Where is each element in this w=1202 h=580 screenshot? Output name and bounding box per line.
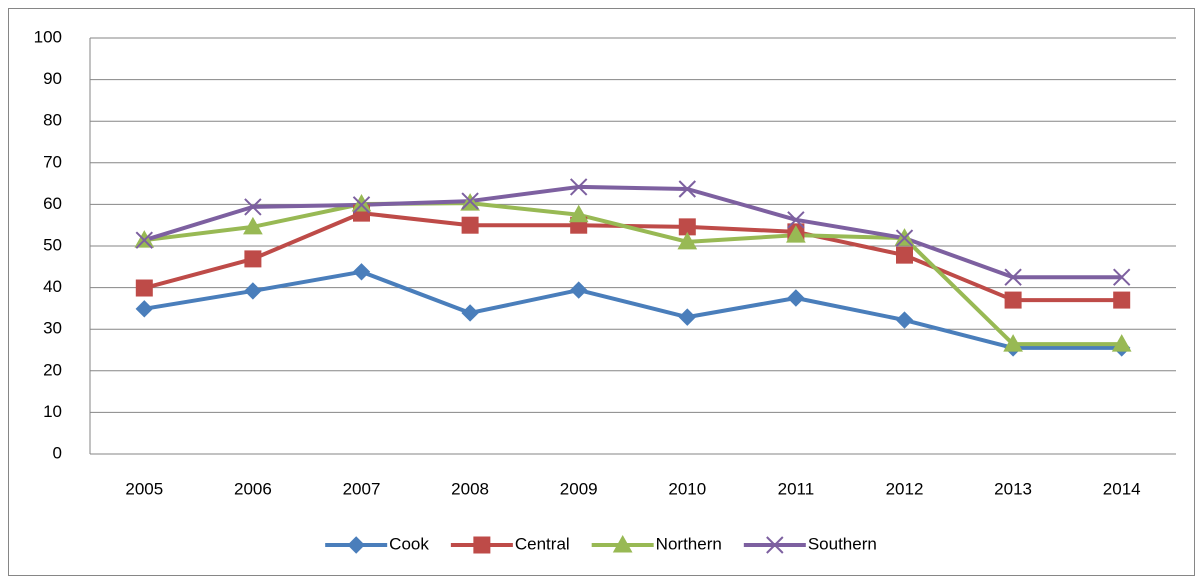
legend-marker <box>347 536 365 554</box>
data-point <box>352 263 371 281</box>
data-point <box>896 246 913 264</box>
y-tick-label: 0 <box>53 443 62 462</box>
data-point <box>895 229 914 247</box>
data-point <box>1004 268 1022 286</box>
y-tick-label: 30 <box>43 319 62 338</box>
legend-label: Northern <box>656 534 722 553</box>
data-point <box>244 250 262 268</box>
y-tick-label: 100 <box>34 27 62 46</box>
data-point <box>569 281 588 299</box>
legend-label: Southern <box>808 534 877 553</box>
legend-label: Cook <box>389 534 429 553</box>
x-tick-label: 2010 <box>668 479 706 498</box>
data-point <box>351 193 372 212</box>
x-tick-label: 2008 <box>451 479 489 498</box>
series-line <box>143 269 1122 350</box>
data-point <box>135 231 154 249</box>
data-point <box>1113 291 1131 309</box>
legend-marker <box>612 534 633 553</box>
legend-marker <box>473 536 491 554</box>
data-point <box>461 192 479 210</box>
x-tick-label: 2005 <box>125 479 163 498</box>
data-point <box>895 311 914 329</box>
data-point <box>568 204 589 223</box>
legend-marker <box>766 536 784 554</box>
x-tick-label: 2011 <box>778 479 815 498</box>
data-point <box>244 198 262 216</box>
y-tick-label: 20 <box>43 360 62 379</box>
data-point <box>1004 291 1022 309</box>
data-point <box>677 231 698 250</box>
data-point <box>1112 268 1131 286</box>
data-point <box>786 225 806 243</box>
data-point <box>352 196 371 214</box>
data-point <box>569 178 588 196</box>
data-point <box>243 216 263 235</box>
y-tick-label: 10 <box>43 402 62 421</box>
legend: Cook Central Northern Southern <box>325 534 877 554</box>
x-tick-label: 2009 <box>560 479 598 498</box>
x-tick-label: 2006 <box>234 479 272 498</box>
data-point <box>678 308 697 326</box>
x-tick-label: 2007 <box>343 479 381 498</box>
y-tick-label: 60 <box>43 194 62 213</box>
x-tick-label: 2013 <box>994 479 1032 498</box>
data-point <box>678 180 697 198</box>
x-tick-label: 2014 <box>1103 479 1141 498</box>
y-tick-label: 90 <box>43 69 62 88</box>
data-point <box>135 300 154 318</box>
legend-label: Central <box>515 534 570 553</box>
series-line <box>143 184 1122 280</box>
series-line <box>143 211 1122 303</box>
data-point <box>1003 334 1023 352</box>
data-point <box>1111 334 1132 352</box>
data-point <box>244 282 262 300</box>
x-tick-label: 2012 <box>886 479 924 498</box>
data-point <box>461 216 479 234</box>
data-point <box>461 304 479 322</box>
y-tick-label: 80 <box>43 111 62 130</box>
y-tick-label: 70 <box>43 152 62 171</box>
data-point <box>787 211 805 229</box>
data-point <box>787 289 805 307</box>
series-line <box>144 201 1122 347</box>
data-point <box>135 279 153 297</box>
y-tick-label: 40 <box>43 277 62 296</box>
y-tick-label: 50 <box>43 235 62 254</box>
